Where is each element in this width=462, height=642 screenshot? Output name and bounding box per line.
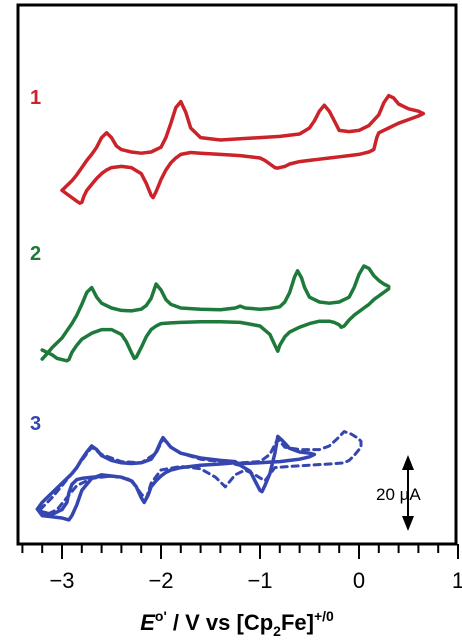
curves-group	[35, 93, 426, 522]
series-label-3: 3	[30, 413, 41, 435]
series-curve-1	[60, 93, 426, 205]
scale-bar-arrow-up-icon	[402, 455, 414, 470]
x-axis-title-sup2: +/0	[314, 608, 334, 624]
x-axis-title-symbol: E	[140, 610, 156, 635]
x-tick-label: −2	[148, 568, 173, 593]
series-curve-3-dashed	[38, 430, 363, 516]
series-labels: 1 2 3	[30, 87, 41, 435]
series-label-1: 1	[30, 87, 41, 109]
plot-frame	[16, 3, 458, 546]
series-curve-2	[40, 264, 391, 363]
x-axis-title: Eo' / V vs [Cp2Fe]+/0	[140, 608, 334, 639]
scale-bar-label: 20 µA	[376, 485, 421, 504]
x-tick-label: −3	[49, 568, 74, 593]
x-axis-title-sub: 2	[273, 623, 281, 639]
x-axis: −3 −2 −1 0 1	[21, 544, 462, 593]
scale-bar-arrow-down-icon	[402, 516, 414, 531]
x-tick-label: 0	[353, 568, 365, 593]
x-axis-title-after: Fe]	[281, 610, 314, 635]
x-tick-label: −1	[247, 568, 272, 593]
x-tick-label: 1	[452, 568, 462, 593]
series-curve-3	[35, 435, 238, 522]
x-axis-title-sup1: o'	[155, 608, 167, 624]
series-curve-3b	[233, 434, 317, 494]
series-label-2: 2	[30, 243, 41, 265]
x-axis-title-middle: / V vs [Cp	[167, 610, 273, 635]
scale-bar: 20 µA	[376, 455, 421, 531]
